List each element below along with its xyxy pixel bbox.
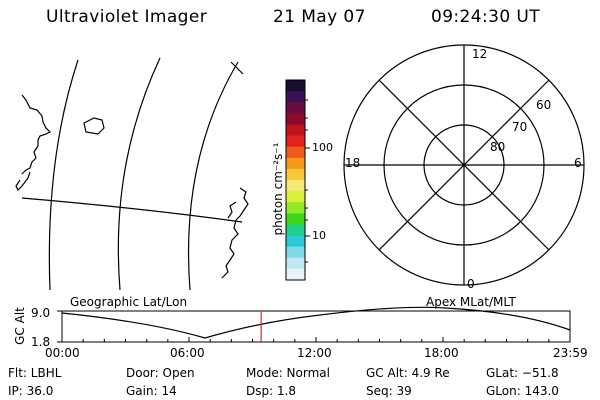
info-gain: Gain: 14 xyxy=(126,384,177,398)
colorbar-segment xyxy=(286,113,305,125)
x-tick-0000: 00:00 xyxy=(45,346,80,360)
info-gc-alt: GC Alt: 4.9 Re xyxy=(366,366,450,380)
colorbar-segment xyxy=(286,246,305,259)
polar-label-0: 0 xyxy=(467,277,475,291)
polar-label-18: 18 xyxy=(345,156,361,170)
colorbar-unit-label: photon cm⁻²s⁻¹ xyxy=(271,142,285,236)
colorbar-segment xyxy=(286,80,305,92)
altitude-timeline xyxy=(57,306,571,343)
x-tick-0600: 06:00 xyxy=(170,346,205,360)
colorbar-tick-100: 100 xyxy=(312,141,333,154)
timeline-ylabel: GC Alt xyxy=(13,307,27,345)
timeline-y-top: 9.0 xyxy=(31,306,51,320)
info-filter: Flt: LBHL xyxy=(8,366,62,380)
colorbar-tick-10: 10 xyxy=(312,229,326,242)
colorbar-segment xyxy=(286,191,305,203)
colorbar-segment xyxy=(286,180,305,192)
colorbar-segment xyxy=(286,135,305,148)
colorbar-segment xyxy=(286,224,305,237)
polar-lat-60: 60 xyxy=(536,98,552,112)
colorbar-segment xyxy=(286,124,305,137)
timeline-y-bottom: 1.8 xyxy=(31,335,51,349)
timeline-right-title: Apex MLat/MLT xyxy=(426,295,516,309)
info-door: Door: Open xyxy=(126,366,195,380)
colorbar-segment xyxy=(286,257,305,270)
colorbar-segment xyxy=(286,268,305,281)
colorbar-segment xyxy=(286,146,305,159)
info-seq: Seq: 39 xyxy=(366,384,412,398)
colorbar-segment xyxy=(286,202,305,214)
time-label: 09:24:30 UT xyxy=(431,7,540,27)
colorbar-segment xyxy=(286,102,305,114)
info-dsp: Dsp: 1.8 xyxy=(246,384,297,398)
info-glat: GLat: −51.8 xyxy=(486,366,559,380)
x-tick-2359: 23:59 xyxy=(553,346,588,360)
info-mode: Mode: Normal xyxy=(246,366,330,380)
colorbar-segment xyxy=(286,168,305,181)
polar-lat-80: 80 xyxy=(490,140,506,154)
colorbar-segment xyxy=(286,91,305,103)
polar-lat-70: 70 xyxy=(512,120,528,134)
instrument-title: Ultraviolet Imager xyxy=(46,7,208,27)
x-tick-1800: 18:00 xyxy=(424,346,459,360)
colorbar-segment xyxy=(286,213,305,225)
polar-plot xyxy=(343,44,585,286)
x-tick-1200: 12:00 xyxy=(297,346,332,360)
info-ip: IP: 36.0 xyxy=(8,384,54,398)
colorbar-segment xyxy=(286,157,305,170)
timeline-left-title: Geographic Lat/Lon xyxy=(70,295,188,309)
polar-label-6: 6 xyxy=(574,156,582,170)
colorbar-segment xyxy=(286,235,305,248)
colorbar xyxy=(286,80,305,281)
date-label: 21 May 07 xyxy=(273,7,366,27)
info-glon: GLon: 143.0 xyxy=(486,384,559,398)
polar-label-12: 12 xyxy=(472,47,488,61)
